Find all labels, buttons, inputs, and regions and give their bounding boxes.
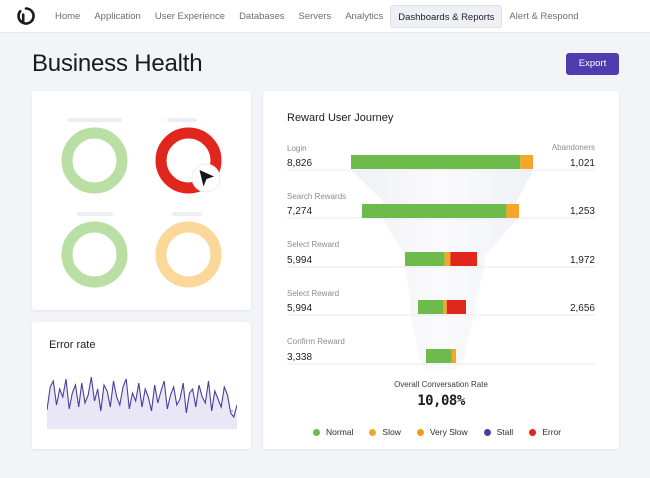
donut-label-placeholder <box>167 118 197 122</box>
legend-dot-icon <box>483 428 491 436</box>
funnel-bar-normal[interactable] <box>418 300 443 314</box>
funnel-step-label: Search Rewards <box>287 192 347 201</box>
donut-chart[interactable] <box>61 221 128 288</box>
export-button[interactable]: Export <box>566 53 619 75</box>
legend-dot-icon <box>313 428 320 436</box>
error-rate-title: Error rate <box>49 339 96 351</box>
funnel-step-value: 3,338 <box>287 352 313 363</box>
funnel-bar-slow[interactable] <box>451 349 457 363</box>
error-rate-area <box>47 377 237 429</box>
funnel-step-value: 5,994 <box>287 303 313 314</box>
funnel-bar-slow[interactable] <box>443 300 447 314</box>
funnel-step-value: 7,274 <box>287 206 313 217</box>
funnel-chart <box>287 155 595 369</box>
legend-label: Slow <box>382 427 401 437</box>
funnel-step-label: Confirm Reward <box>287 337 345 346</box>
abandoners-header: Abandoners <box>551 143 595 152</box>
funnel-bar-slow[interactable] <box>520 155 533 169</box>
reward-journey-card: Reward User Journey Abandoners Login 8,8… <box>263 91 619 449</box>
nav-item-dashboards-reports[interactable]: Dashboards & Reports <box>390 5 503 28</box>
funnel-bar-normal[interactable] <box>426 349 452 363</box>
donut-chart[interactable] <box>155 221 222 288</box>
funnel-shape <box>351 170 533 369</box>
donut-label-placeholder <box>172 212 202 216</box>
donut-label-placeholder <box>68 118 122 122</box>
donut-chart[interactable] <box>61 127 128 194</box>
funnel-step-abandoners: 1,972 <box>569 255 595 266</box>
legend-item-stall[interactable]: Stall <box>483 427 514 437</box>
top-navigation: Home Application User Experience Databas… <box>0 0 650 33</box>
legend-dot-icon <box>416 428 424 436</box>
nav-item-user-experience[interactable]: User Experience <box>154 11 226 22</box>
funnel-bar-error[interactable] <box>450 252 477 266</box>
nav-item-application[interactable]: Application <box>94 11 141 22</box>
legend-label: Very Slow <box>429 427 468 437</box>
funnel-bar-slow[interactable] <box>444 252 451 266</box>
legend-label: Stall <box>496 427 514 437</box>
funnel-step-value: 5,994 <box>287 255 313 266</box>
main-nav: Home Application User Experience Databas… <box>48 5 586 28</box>
mouse-pointer-icon <box>191 163 221 193</box>
funnel-step-value: 8,826 <box>287 158 313 169</box>
legend-item-error[interactable]: Error <box>529 427 561 437</box>
error-rate-card: Error rate <box>32 322 251 449</box>
legend-dot-icon <box>369 428 377 436</box>
funnel-bar-normal[interactable] <box>405 252 445 266</box>
legend-item-slow[interactable]: Slow <box>369 427 401 437</box>
error-rate-line <box>47 376 237 419</box>
error-rate-sparkline <box>47 376 237 429</box>
funnel-bar-slow[interactable] <box>506 204 519 218</box>
funnel-bar-error[interactable] <box>446 300 466 314</box>
nav-item-home[interactable]: Home <box>55 11 81 22</box>
legend-label: Error <box>542 427 562 437</box>
health-donuts-card <box>32 91 251 310</box>
funnel-title: Reward User Journey <box>287 112 394 124</box>
legend-item-normal[interactable]: Normal <box>313 427 353 437</box>
conversion-rate-label: Overall Conversation Rate <box>394 380 488 389</box>
nav-item-analytics[interactable]: Analytics <box>345 11 384 22</box>
nav-item-servers[interactable]: Servers <box>298 11 332 22</box>
donut-chart[interactable] <box>155 127 222 194</box>
legend-dot-icon <box>529 428 537 436</box>
funnel-step-abandoners: 1,021 <box>569 158 595 169</box>
funnel-step-label: Select Reward <box>287 240 340 249</box>
donut-label-placeholder <box>77 212 113 216</box>
legend-item-very-slow[interactable]: Very Slow <box>416 427 468 437</box>
funnel-step-abandoners: 2,656 <box>569 303 595 314</box>
funnel-step-abandoners: 1,253 <box>569 206 595 217</box>
funnel-step-label: Select Reward <box>287 289 340 298</box>
nav-item-databases[interactable]: Databases <box>239 11 285 22</box>
legend-label: Normal <box>326 427 354 437</box>
funnel-legend: Normal Slow Very Slow Stall Error <box>313 427 577 437</box>
funnel-bar-normal[interactable] <box>351 155 521 169</box>
funnel-step-label: Login <box>287 144 307 153</box>
app-logo-icon[interactable] <box>17 7 35 25</box>
page-title: Business Health <box>32 50 203 77</box>
funnel-bar-normal[interactable] <box>362 204 507 218</box>
nav-item-alert-respond[interactable]: Alert & Respond <box>509 11 579 22</box>
conversion-rate-value: 10,08% <box>417 393 465 409</box>
